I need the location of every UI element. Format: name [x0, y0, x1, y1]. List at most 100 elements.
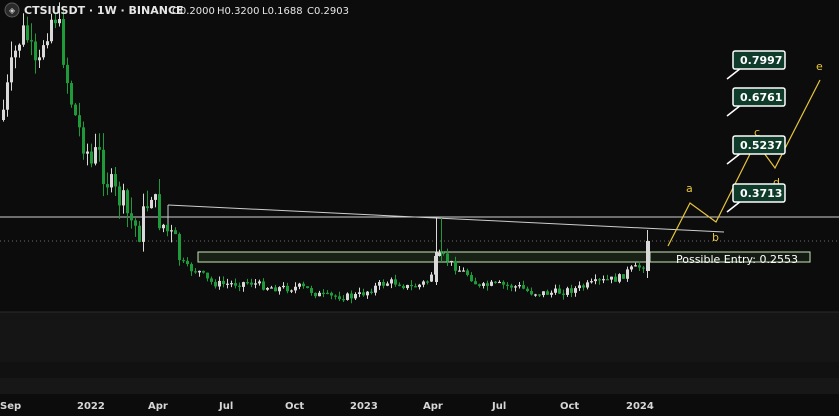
time-tick-label: Sep — [0, 401, 21, 412]
candle — [270, 287, 273, 289]
candle — [546, 291, 549, 295]
time-tick-label: 2024 — [626, 401, 654, 412]
candle — [238, 285, 241, 287]
target-pointer — [726, 104, 742, 117]
candle — [398, 284, 401, 286]
candle — [574, 288, 577, 293]
candle — [406, 284, 409, 289]
target-labels: 0.7997 0.6761 0.5237 0.3713 — [726, 50, 786, 213]
candle — [250, 282, 253, 285]
descending-trendline[interactable] — [167, 204, 725, 233]
candle — [114, 174, 117, 187]
candle — [342, 299, 345, 301]
candle — [602, 279, 605, 281]
candle — [242, 282, 245, 287]
candle — [362, 292, 365, 296]
candle — [274, 287, 277, 292]
candle — [150, 199, 153, 209]
candle — [198, 270, 201, 273]
candle — [334, 295, 337, 297]
candle — [318, 292, 321, 297]
time-tick-label: 2023 — [350, 401, 378, 412]
candle — [478, 284, 481, 286]
candle — [470, 275, 473, 282]
candle — [226, 283, 229, 285]
target-value: 0.5237 — [740, 139, 782, 152]
candle — [310, 288, 313, 293]
lower-panels — [0, 311, 839, 394]
candle — [490, 281, 493, 286]
target-label[interactable]: 0.3713 — [726, 183, 786, 213]
candle — [326, 292, 329, 295]
candle — [2, 109, 5, 120]
candle — [106, 184, 109, 188]
candles — [2, 2, 650, 304]
candle — [22, 25, 25, 45]
target-label[interactable]: 0.6761 — [726, 87, 786, 117]
candle — [422, 281, 425, 285]
candle — [166, 224, 169, 232]
target-label[interactable]: 0.7997 — [726, 50, 786, 80]
candle — [358, 292, 361, 295]
entry-zone: Possible Entry: 0.2553 — [197, 251, 811, 266]
time-axis: Sep 2022 Apr Jul Oct 2023 Apr Jul Oct 2024 — [0, 394, 839, 416]
candle — [74, 104, 77, 116]
candle — [430, 274, 433, 282]
chart-title: CTSIUSDT · 1W · BINANCE — [24, 4, 184, 17]
ohlc-o: O0.2000 — [172, 6, 215, 17]
candle — [522, 285, 525, 289]
candle — [598, 279, 601, 281]
candle — [554, 288, 557, 293]
time-tick-label: 2022 — [77, 401, 105, 412]
candle — [70, 83, 73, 105]
chart-header: ◈ CTSIUSDT · 1W · BINANCE O0.2000 H0.3200… — [4, 2, 349, 18]
candle — [394, 279, 397, 285]
candle — [10, 57, 13, 83]
candle — [14, 50, 17, 58]
candle — [370, 291, 373, 293]
candle — [294, 286, 297, 291]
time-tick-label: Apr — [423, 401, 443, 412]
ohlc-value: 0.3200 — [225, 6, 260, 17]
ohlc-readout: O0.2000 H0.3200 L0.1688 C0.2903 — [172, 6, 349, 17]
time-tick-label: Jul — [491, 401, 506, 412]
candle — [498, 281, 501, 284]
ohlc-c: C0.2903 — [307, 6, 349, 17]
target-label[interactable]: 0.5237 — [726, 135, 786, 165]
target-pointer — [726, 67, 742, 80]
candle — [402, 285, 405, 289]
candle — [42, 45, 45, 58]
candle — [378, 281, 381, 286]
accumulation-zone-box[interactable] — [197, 251, 651, 263]
candle — [618, 274, 621, 282]
entry-label: Possible Entry: 0.2553 — [676, 253, 798, 266]
candle — [514, 286, 517, 288]
candle — [282, 285, 285, 288]
time-tick-label: Jul — [218, 401, 233, 412]
candle — [346, 293, 349, 300]
candle — [30, 40, 33, 42]
candle — [138, 225, 141, 242]
candle — [58, 19, 61, 24]
ohlc-key: L — [262, 6, 268, 17]
candle — [566, 288, 569, 295]
candle — [102, 149, 105, 185]
candle — [382, 281, 385, 286]
candle — [634, 265, 637, 267]
candle — [614, 276, 617, 282]
indicator-panel-2 — [0, 362, 839, 378]
candle — [390, 279, 393, 284]
candle — [146, 206, 149, 209]
candle — [66, 64, 69, 84]
candle — [290, 290, 293, 292]
candle — [638, 265, 641, 268]
candle — [214, 281, 217, 287]
ohlc-l: L0.1688 — [262, 6, 303, 17]
candle — [454, 260, 457, 271]
candle — [414, 286, 417, 288]
candle — [54, 19, 57, 24]
candle — [462, 270, 465, 272]
last-candle[interactable] — [646, 241, 650, 271]
target-value: 0.7997 — [740, 54, 782, 67]
